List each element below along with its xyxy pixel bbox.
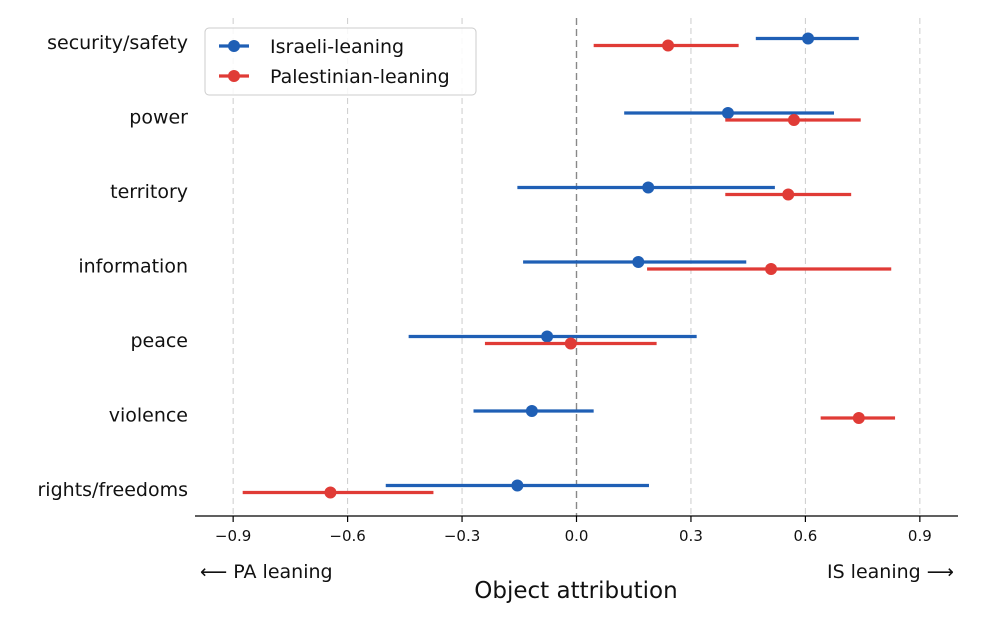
grid-lines	[232, 18, 921, 516]
point-s1-0	[662, 39, 675, 52]
x-tick-label-2: −0.3	[444, 527, 480, 545]
legend: Israeli-leaning Palestinian-leaning	[204, 27, 477, 96]
legend-marker-0	[228, 40, 240, 52]
y-tick-label-2: territory	[110, 181, 188, 203]
point-s1-1	[787, 114, 800, 126]
y-tick-label-1: power	[129, 107, 188, 129]
x-axis-label: Object attribution	[474, 578, 677, 604]
point-s0-0	[802, 32, 815, 45]
y-tick-label-0: security/safety	[47, 32, 188, 54]
point-s1-2	[782, 188, 795, 201]
y-tick-label-3: information	[78, 256, 188, 278]
x-tick-label-5: 0.6	[793, 527, 817, 545]
y-axis-labels: security/safety power territory information…	[38, 32, 189, 501]
data-marks	[242, 32, 896, 499]
point-s0-3	[632, 256, 645, 268]
legend-label-1: Palestinian-leaning	[270, 66, 450, 88]
point-s0-4	[541, 330, 554, 343]
point-s1-4	[564, 337, 577, 350]
x-tick-label-4: 0.3	[679, 527, 703, 545]
point-s0-1	[721, 107, 734, 119]
point-s0-5	[525, 405, 538, 417]
annotation-is-leaning: IS leaning ⟶	[827, 561, 954, 583]
point-s0-6	[511, 479, 524, 492]
legend-marker-1	[228, 70, 240, 82]
x-axis: −0.9 −0.6 −0.3 0.0 0.3 0.6 0.9	[195, 515, 958, 545]
x-tick-label-3: 0.0	[565, 527, 589, 545]
point-s0-2	[642, 181, 655, 194]
y-tick-label-4: peace	[130, 330, 188, 352]
point-s1-5	[852, 412, 865, 424]
y-tick-label-5: violence	[109, 405, 188, 427]
point-s1-3	[765, 263, 778, 275]
point-s1-6	[324, 486, 337, 499]
annotation-pa-leaning: ⟵ PA leaning	[200, 561, 333, 583]
x-tick-label-1: −0.6	[329, 527, 365, 545]
legend-box	[204, 27, 477, 96]
x-tick-label-6: 0.9	[908, 527, 932, 545]
legend-label-0: Israeli-leaning	[270, 36, 404, 58]
x-tick-label-0: −0.9	[215, 527, 251, 545]
y-tick-label-6: rights/freedoms	[38, 479, 189, 501]
